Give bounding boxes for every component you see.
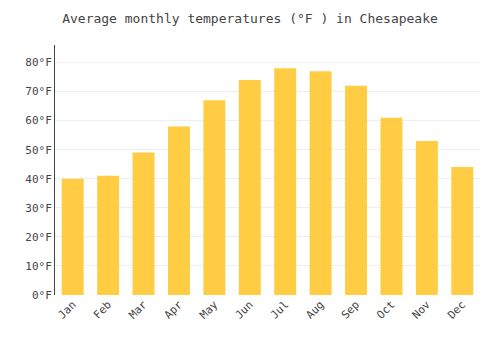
svg-text:30°F: 30°F (25, 202, 52, 215)
svg-text:Oct: Oct (374, 298, 397, 321)
svg-text:Mar: Mar (126, 298, 150, 322)
svg-text:40°F: 40°F (25, 173, 52, 186)
svg-text:Feb: Feb (91, 298, 114, 321)
svg-text:Jan: Jan (55, 298, 78, 321)
svg-text:Nov: Nov (410, 298, 434, 322)
svg-text:60°F: 60°F (25, 114, 52, 127)
svg-text:20°F: 20°F (25, 231, 52, 244)
svg-text:Jul: Jul (268, 298, 291, 321)
svg-text:Sep: Sep (339, 298, 362, 321)
svg-text:50°F: 50°F (25, 144, 52, 157)
svg-text:Average monthly temperatures (: Average monthly temperatures (°F ) in Ch… (62, 11, 438, 26)
svg-text:70°F: 70°F (25, 85, 52, 98)
svg-text:May: May (197, 298, 221, 322)
svg-text:80°F: 80°F (25, 56, 52, 69)
svg-text:10°F: 10°F (25, 260, 52, 273)
svg-text:Dec: Dec (445, 298, 468, 321)
svg-text:Aug: Aug (303, 298, 326, 321)
svg-text:Apr: Apr (162, 298, 186, 322)
svg-text:Jun: Jun (233, 298, 256, 321)
svg-text:0°F: 0°F (32, 289, 52, 302)
